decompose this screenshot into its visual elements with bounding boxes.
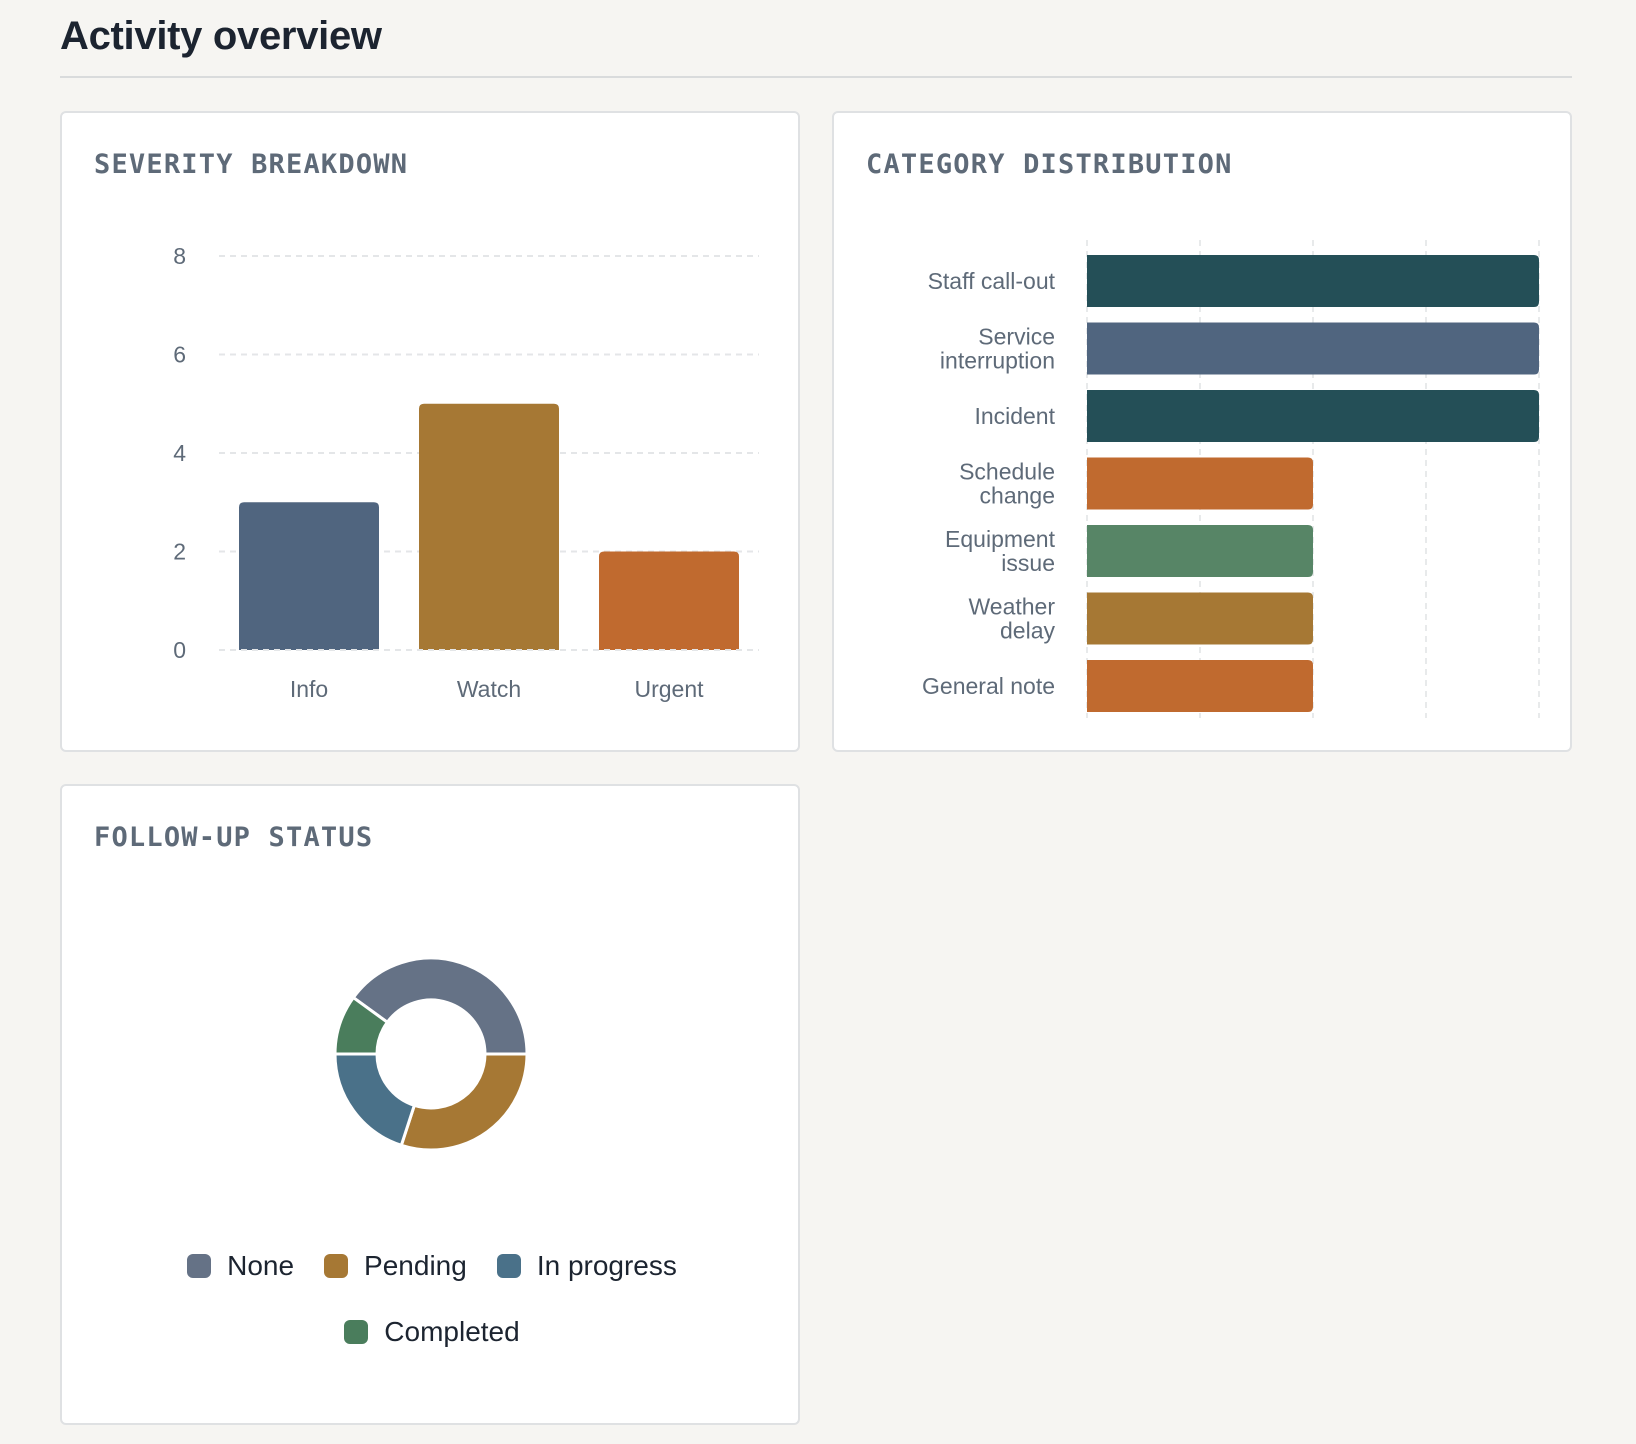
y-tick-label: change: [980, 483, 1055, 509]
y-tick-label: 6: [173, 342, 186, 368]
follow-up-legend: None Pending In progress Completed: [62, 1246, 802, 1352]
follow-up-status-panel: FOLLOW-UP STATUS None Pending In progress C…: [60, 784, 800, 1425]
legend-item-none[interactable]: None: [187, 1246, 294, 1286]
title-divider: [60, 76, 1572, 78]
bar-info: [239, 502, 379, 650]
severity-bar-chart: 0 2 4 6 8 Info Watch Urgent: [173, 243, 759, 702]
legend-item-pending[interactable]: Pending: [324, 1246, 467, 1286]
x-tick-label: Watch: [457, 676, 521, 702]
legend-swatch: [496, 1254, 521, 1278]
follow-up-donut-chart: [333, 956, 529, 1152]
category-distribution-title: CATEGORY DISTRIBUTION: [866, 149, 1233, 180]
bar-watch: [419, 403, 559, 650]
bar-equipment-issue: [1087, 525, 1313, 577]
y-tick-label: Weather: [968, 594, 1055, 620]
y-tick-label: Equipment: [945, 526, 1056, 552]
slice-pending: [399, 1052, 529, 1152]
bar-staff-call-out: [1087, 255, 1539, 307]
x-tick-label: Info: [290, 676, 328, 702]
bar-incident: [1087, 390, 1539, 442]
x-tick-label: Urgent: [634, 676, 704, 702]
y-tick-label: Staff call-out: [928, 268, 1056, 294]
y-tick-label: 0: [173, 637, 186, 663]
y-tick-label: Schedule: [959, 459, 1055, 485]
bar-service-interruption: [1087, 322, 1539, 375]
y-tick-label: General note: [922, 673, 1055, 699]
legend-swatch: [344, 1320, 369, 1344]
legend-item-in-progress[interactable]: In progress: [496, 1246, 677, 1286]
y-tick-label: delay: [1000, 618, 1055, 644]
severity-breakdown-panel: SEVERITY BREAKDOWN 0 2 4 6 8 Info Watch Urgent: [60, 111, 800, 752]
bar-weather-delay: [1087, 592, 1313, 645]
legend-item-completed[interactable]: Completed: [344, 1312, 520, 1352]
bar-schedule-change: [1087, 457, 1313, 510]
y-tick-label: Incident: [974, 403, 1055, 429]
y-tick-label: issue: [1001, 550, 1055, 576]
y-tick-label: Service: [978, 324, 1055, 350]
slice-none: [351, 956, 529, 1056]
legend-label: Pending: [364, 1250, 467, 1281]
y-tick-label: 2: [173, 539, 186, 565]
bar-urgent: [599, 551, 739, 650]
y-tick-label: 8: [173, 243, 186, 269]
legend-label: None: [227, 1250, 295, 1281]
legend-label: Completed: [384, 1316, 520, 1347]
category-distribution-panel: CATEGORY DISTRIBUTION Staff call-out Serv…: [832, 111, 1572, 752]
severity-breakdown-title: SEVERITY BREAKDOWN: [94, 149, 409, 180]
bar-general-note: [1087, 660, 1313, 712]
y-tick-label: interruption: [940, 348, 1055, 374]
follow-up-status-title: FOLLOW-UP STATUS: [94, 822, 374, 853]
slice-completed: [333, 995, 390, 1056]
legend-label: In progress: [536, 1250, 677, 1281]
slice-in-progress: [333, 1052, 417, 1148]
legend-swatch: [324, 1254, 349, 1278]
page-title: Activity overview: [60, 14, 382, 58]
legend-swatch: [187, 1254, 212, 1278]
y-tick-label: 4: [173, 440, 186, 466]
